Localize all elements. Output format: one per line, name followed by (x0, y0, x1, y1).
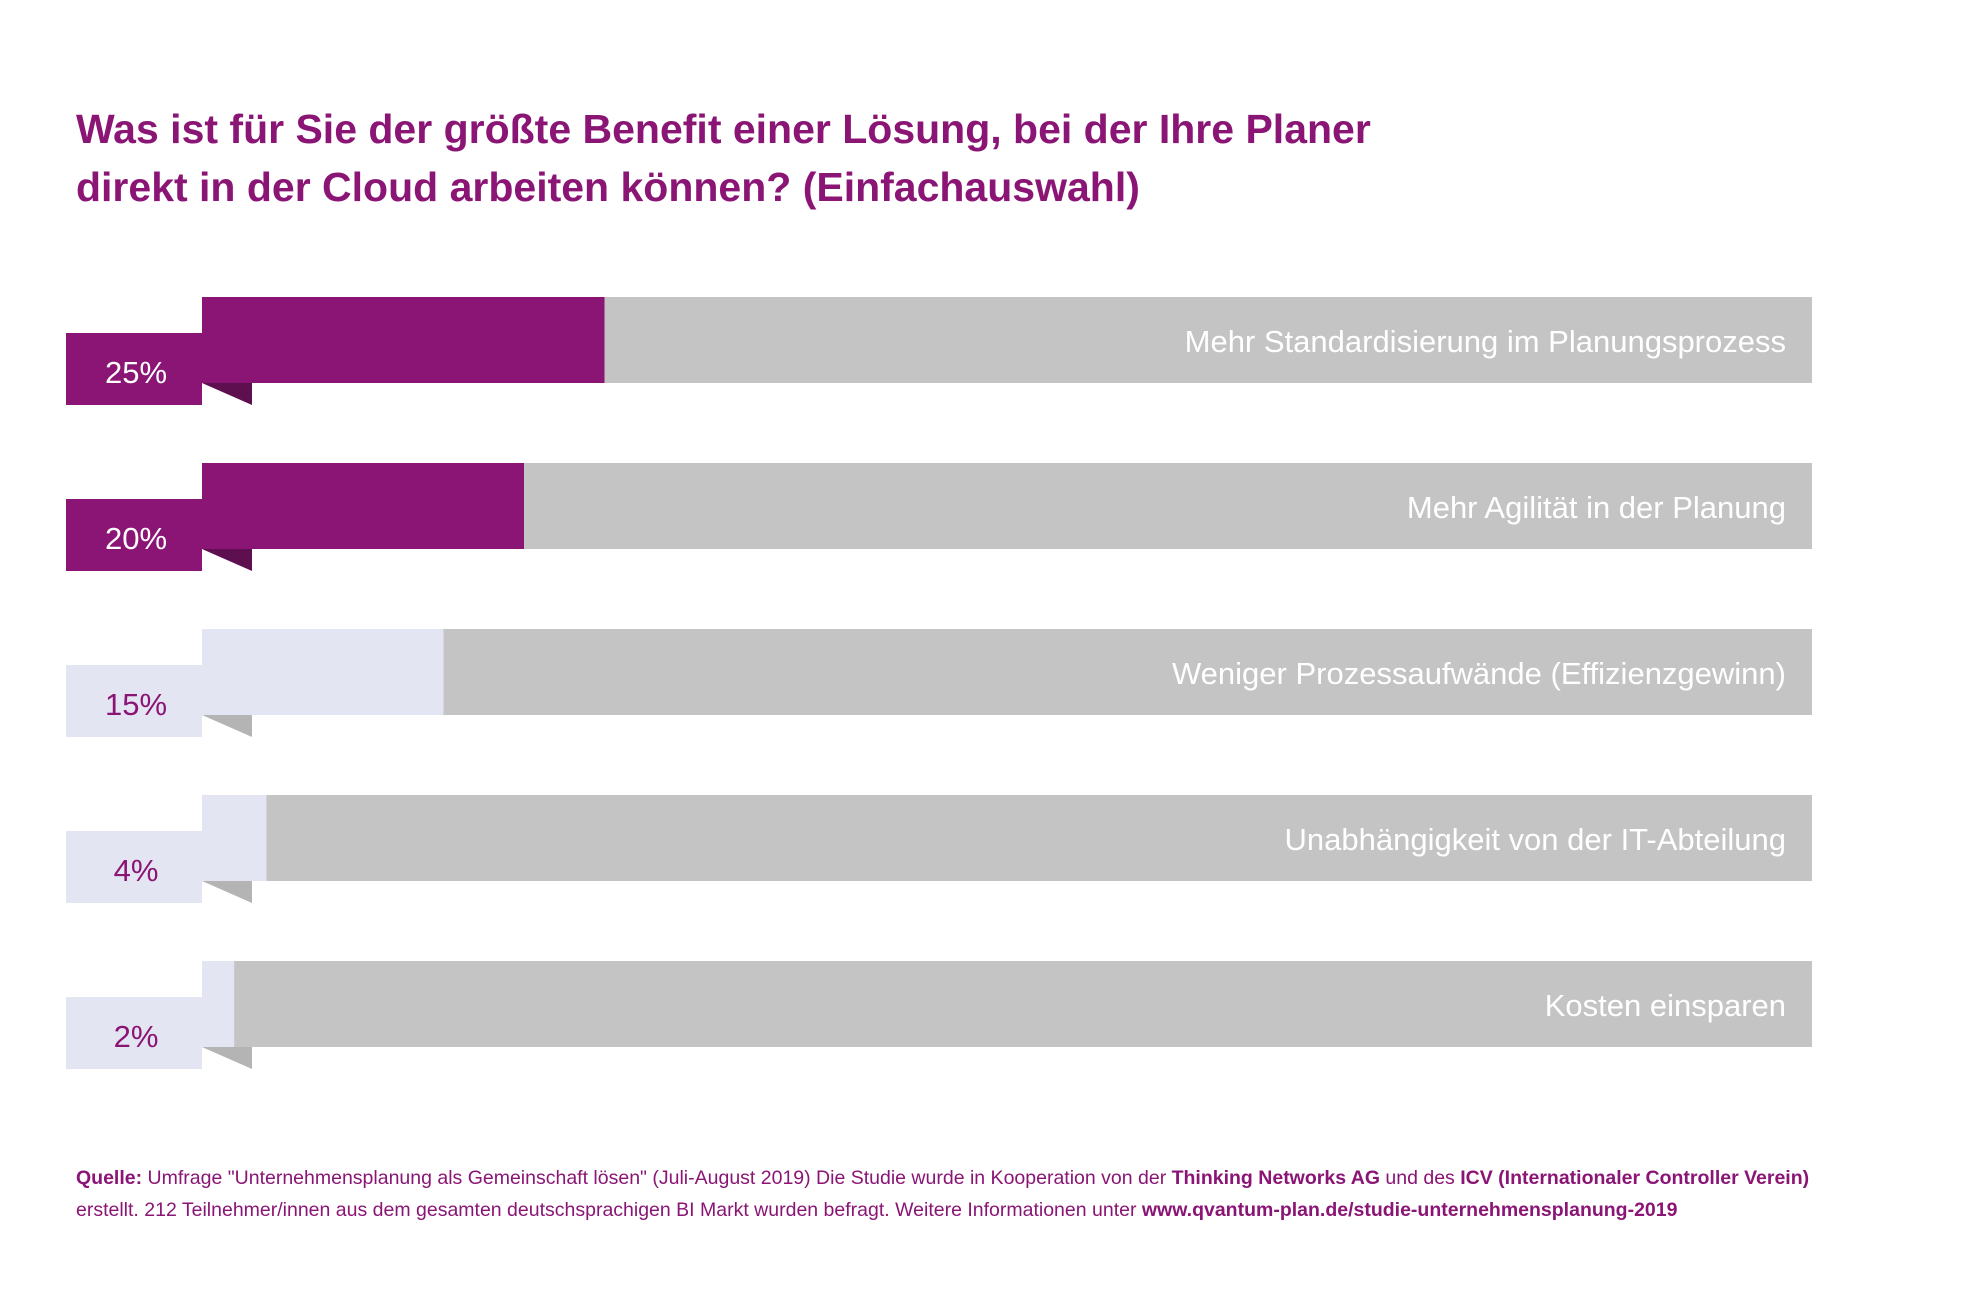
bar-fold (202, 549, 252, 571)
bar-fill (202, 629, 444, 715)
bar-fill (202, 463, 524, 549)
bar-track (202, 961, 1812, 1047)
source-line-2: erstellt. 212 Teilnehmer/innen aus dem g… (76, 1194, 1936, 1226)
category-label: Mehr Standardisierung im Planungsprozess (1185, 324, 1786, 359)
bar-track (202, 629, 1812, 715)
chart-title-line-2: direkt in der Cloud arbeiten können? (Ei… (76, 164, 1140, 210)
value-tab (66, 665, 202, 737)
category-label: Unabhängigkeit von der IT-Abteilung (1285, 822, 1787, 857)
value-label: 15% (105, 687, 167, 722)
source-text-2: und des (1380, 1167, 1461, 1189)
bar-fold (202, 1047, 252, 1069)
bar-fold (202, 715, 252, 737)
bar-fill (202, 961, 235, 1047)
chart-title-line-1: Was ist für Sie der größte Benefit einer… (76, 106, 1371, 152)
value-label: 4% (114, 853, 159, 888)
value-label: 25% (105, 355, 167, 390)
chart-title: Was ist für Sie der größte Benefit einer… (76, 100, 1576, 216)
category-label: Kosten einsparen (1545, 988, 1786, 1023)
value-label: 20% (105, 521, 167, 556)
bar-fold (202, 881, 252, 903)
source-label: Quelle: (76, 1167, 143, 1189)
category-label: Weniger Prozessaufwände (Effizienzgewinn… (1172, 656, 1786, 691)
source-line-1: Quelle: Umfrage "Unternehmensplanung als… (76, 1162, 1936, 1194)
source-text-1: Umfrage "Unternehmensplanung als Gemeins… (142, 1167, 1172, 1189)
bar-track (202, 795, 1812, 881)
category-label: Mehr Agilität in der Planung (1407, 490, 1786, 525)
value-tab (66, 333, 202, 405)
source-text-3: erstellt. 212 Teilnehmer/innen aus dem g… (76, 1199, 1142, 1221)
bar-fill (202, 795, 267, 881)
source-footer: Quelle: Umfrage "Unternehmensplanung als… (76, 1162, 1936, 1226)
source-url: www.qvantum-plan.de/studie-unternehmensp… (1141, 1199, 1678, 1221)
value-tab (66, 499, 202, 571)
value-tab (66, 997, 202, 1069)
source-org-1: Thinking Networks AG (1171, 1167, 1380, 1189)
source-org-2: ICV (Internationaler Controller Verein) (1460, 1167, 1810, 1189)
bar-fold (202, 383, 252, 405)
bar-fill (202, 297, 605, 383)
value-label: 2% (114, 1019, 159, 1054)
value-tab (66, 831, 202, 903)
